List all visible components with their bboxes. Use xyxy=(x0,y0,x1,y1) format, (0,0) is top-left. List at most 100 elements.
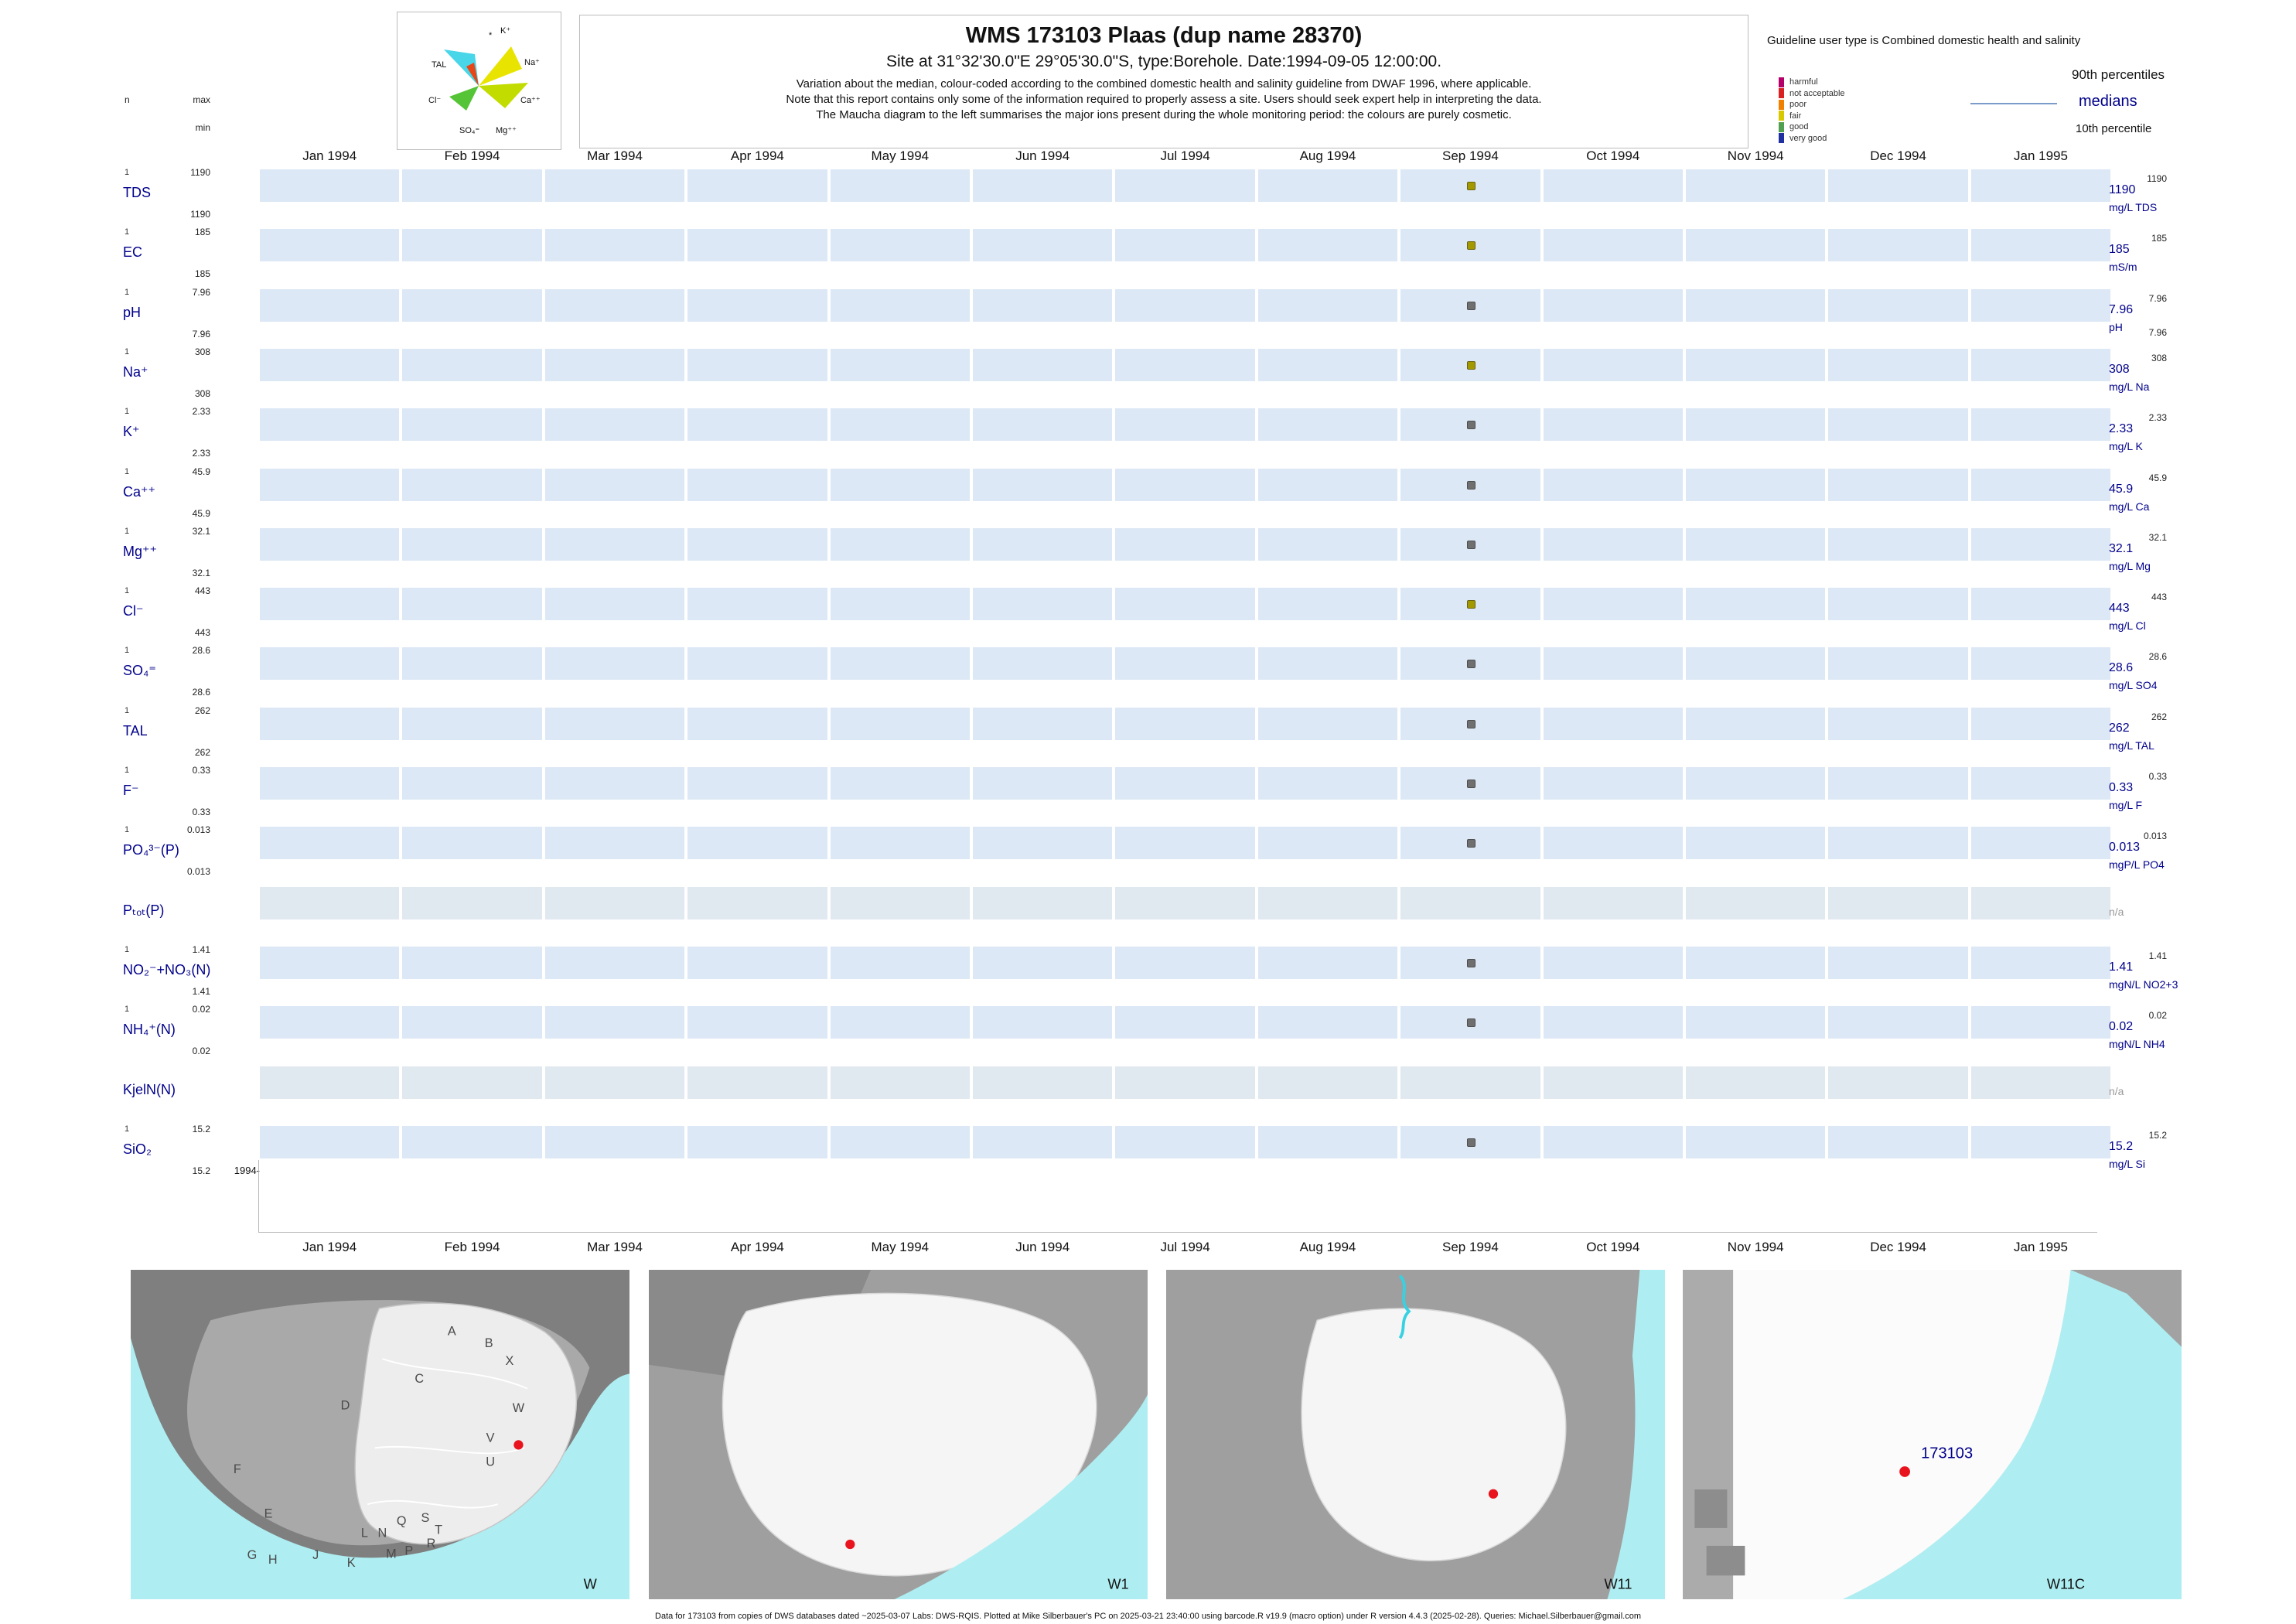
drainage-letter-R: R xyxy=(427,1537,436,1551)
max-value-ec: 185 xyxy=(194,227,210,238)
month-label: Jun 1994 xyxy=(1015,148,1070,163)
month-band xyxy=(1115,1125,1255,1158)
month-band xyxy=(973,1006,1113,1039)
month-band xyxy=(260,886,400,919)
month-label: Jul 1994 xyxy=(1160,1240,1210,1254)
month-band xyxy=(544,707,685,740)
median-value-ph: 7.96 xyxy=(2109,302,2134,316)
month-band xyxy=(544,1006,685,1039)
p90-value-no23: 1.41 xyxy=(2148,950,2167,961)
month-label: Jul 1994 xyxy=(1160,148,1210,163)
drainage-region-area xyxy=(1301,1308,1567,1561)
month-label: Oct 1994 xyxy=(1586,1240,1640,1254)
guideline-level-label: very good xyxy=(1789,133,1827,143)
month-band xyxy=(1543,348,1683,381)
site-dot xyxy=(513,1440,524,1450)
p90-value-ec: 185 xyxy=(2151,233,2167,244)
ocean-area xyxy=(894,1394,1148,1599)
month-band xyxy=(1686,707,1826,740)
maucha-ion-label: Na⁺ xyxy=(524,58,540,67)
ocean-area xyxy=(1607,1270,1665,1599)
maucha-ion-label: K⁺ xyxy=(500,26,510,36)
max-value-ca: 45.9 xyxy=(192,466,210,477)
month-band xyxy=(260,827,400,860)
month-band xyxy=(260,408,400,442)
month-band xyxy=(1970,348,2111,381)
month-label: Jan 1994 xyxy=(302,148,357,163)
month-band xyxy=(1828,827,1968,860)
plot-left-tick xyxy=(258,1160,259,1233)
median-value-f: 0.33 xyxy=(2109,781,2134,794)
month-label: Oct 1994 xyxy=(1586,148,1640,163)
guideline-level-label: poor xyxy=(1789,100,1807,110)
map-panel-W: A BX C W D VU F E Q ST L N R M P G H J K W xyxy=(131,1270,629,1599)
month-band xyxy=(402,647,542,681)
map-panel-W11: W11 xyxy=(1166,1270,1665,1599)
month-band xyxy=(687,408,827,442)
data-point-k xyxy=(1466,421,1476,430)
guideline-color-swatch xyxy=(1779,111,1784,121)
drainage-letter-T: T xyxy=(435,1523,442,1537)
drainage-letter-N: N xyxy=(378,1526,387,1540)
data-point-tds xyxy=(1466,182,1476,190)
guideline-level-poor: poor xyxy=(1779,99,1845,111)
month-band xyxy=(1257,169,1398,202)
max-value-na: 308 xyxy=(194,346,210,357)
param-row-no23: NO₂⁻+NO₃(N) 1 1.41 1.41 1.41 1.41 mgN/L NO2+3 xyxy=(0,943,2296,1003)
param-row-cl: Cl⁻ 1 443 443 443 443 mg/L Cl xyxy=(0,585,2296,644)
max-value-so4: 28.6 xyxy=(192,645,210,657)
month-band xyxy=(1257,1125,1398,1158)
month-band xyxy=(973,408,1113,442)
param-row-k: K⁺ 1 2.33 2.33 2.33 2.33 mg/L K xyxy=(0,405,2296,465)
month-band xyxy=(402,288,542,322)
month-band xyxy=(402,1066,542,1099)
month-band xyxy=(402,827,542,860)
month-band xyxy=(544,468,685,501)
max-value-mg: 32.1 xyxy=(192,525,210,537)
guideline-level-label: fair xyxy=(1789,111,1802,121)
month-band xyxy=(830,169,970,202)
month-band xyxy=(1970,647,2111,681)
drainage-regions-area xyxy=(354,1302,577,1545)
maucha-lobe-cyan xyxy=(444,49,479,86)
month-band xyxy=(544,1066,685,1099)
p90-value-po4: 0.013 xyxy=(2143,831,2167,842)
month-band xyxy=(1115,1006,1255,1039)
month-band xyxy=(1257,1066,1398,1099)
param-label-nh4: NH₄⁺(N) xyxy=(123,1022,176,1038)
month-band xyxy=(544,527,685,561)
max-value-nh4: 0.02 xyxy=(192,1004,210,1015)
month-band xyxy=(687,886,827,919)
maucha-diagram-svg: * K⁺ Na⁺ TAL Cl⁻ Ca⁺⁺ SO₄⁼ Mg⁺⁺ xyxy=(428,26,541,135)
drainage-letter-G: G xyxy=(247,1548,258,1562)
month-band xyxy=(1257,827,1398,860)
param-row-ca: Ca⁺⁺ 1 45.9 45.9 45.9 45.9 mg/L Ca xyxy=(0,466,2296,525)
medians-label: medians xyxy=(2079,93,2137,110)
month-label: Jan 1995 xyxy=(2014,148,2068,163)
param-row-nh4: NH₄⁺(N) 1 0.02 0.02 0.02 0.02 mgN/L NH4 xyxy=(0,1003,2296,1063)
month-band xyxy=(1543,288,1683,322)
drainage-letter-S: S xyxy=(421,1511,429,1525)
land-patch xyxy=(1694,1489,1728,1528)
month-band xyxy=(544,169,685,202)
month-band xyxy=(1115,408,1255,442)
min-value-no23: 1.41 xyxy=(192,985,210,997)
month-band xyxy=(687,1125,827,1158)
month-band xyxy=(1686,1066,1826,1099)
param-row-na: Na⁺ 1 308 308 308 308 mg/L Na xyxy=(0,346,2296,405)
month-band xyxy=(1828,1006,1968,1039)
col-header-min: min xyxy=(195,122,210,133)
month-band xyxy=(1970,229,2111,262)
drainage-letter-V: V xyxy=(486,1431,495,1445)
month-band xyxy=(687,348,827,381)
month-band xyxy=(1115,946,1255,979)
max-value-f: 0.33 xyxy=(192,765,210,776)
unit-label-so4: mg/L SO4 xyxy=(2109,679,2158,692)
month-band xyxy=(830,527,970,561)
report-note-3: The Maucha diagram to the left summarise… xyxy=(816,108,1512,121)
month-label: May 1994 xyxy=(871,148,930,163)
footer-text: Data for 173103 from copies of DWS datab… xyxy=(655,1612,1641,1621)
month-axis-top: Jan 1994 Feb 1994 Mar 1994 Apr 1994 May 1994… xyxy=(0,148,2296,165)
month-band xyxy=(1828,408,1968,442)
month-label: Jan 1995 xyxy=(2014,1240,2068,1254)
